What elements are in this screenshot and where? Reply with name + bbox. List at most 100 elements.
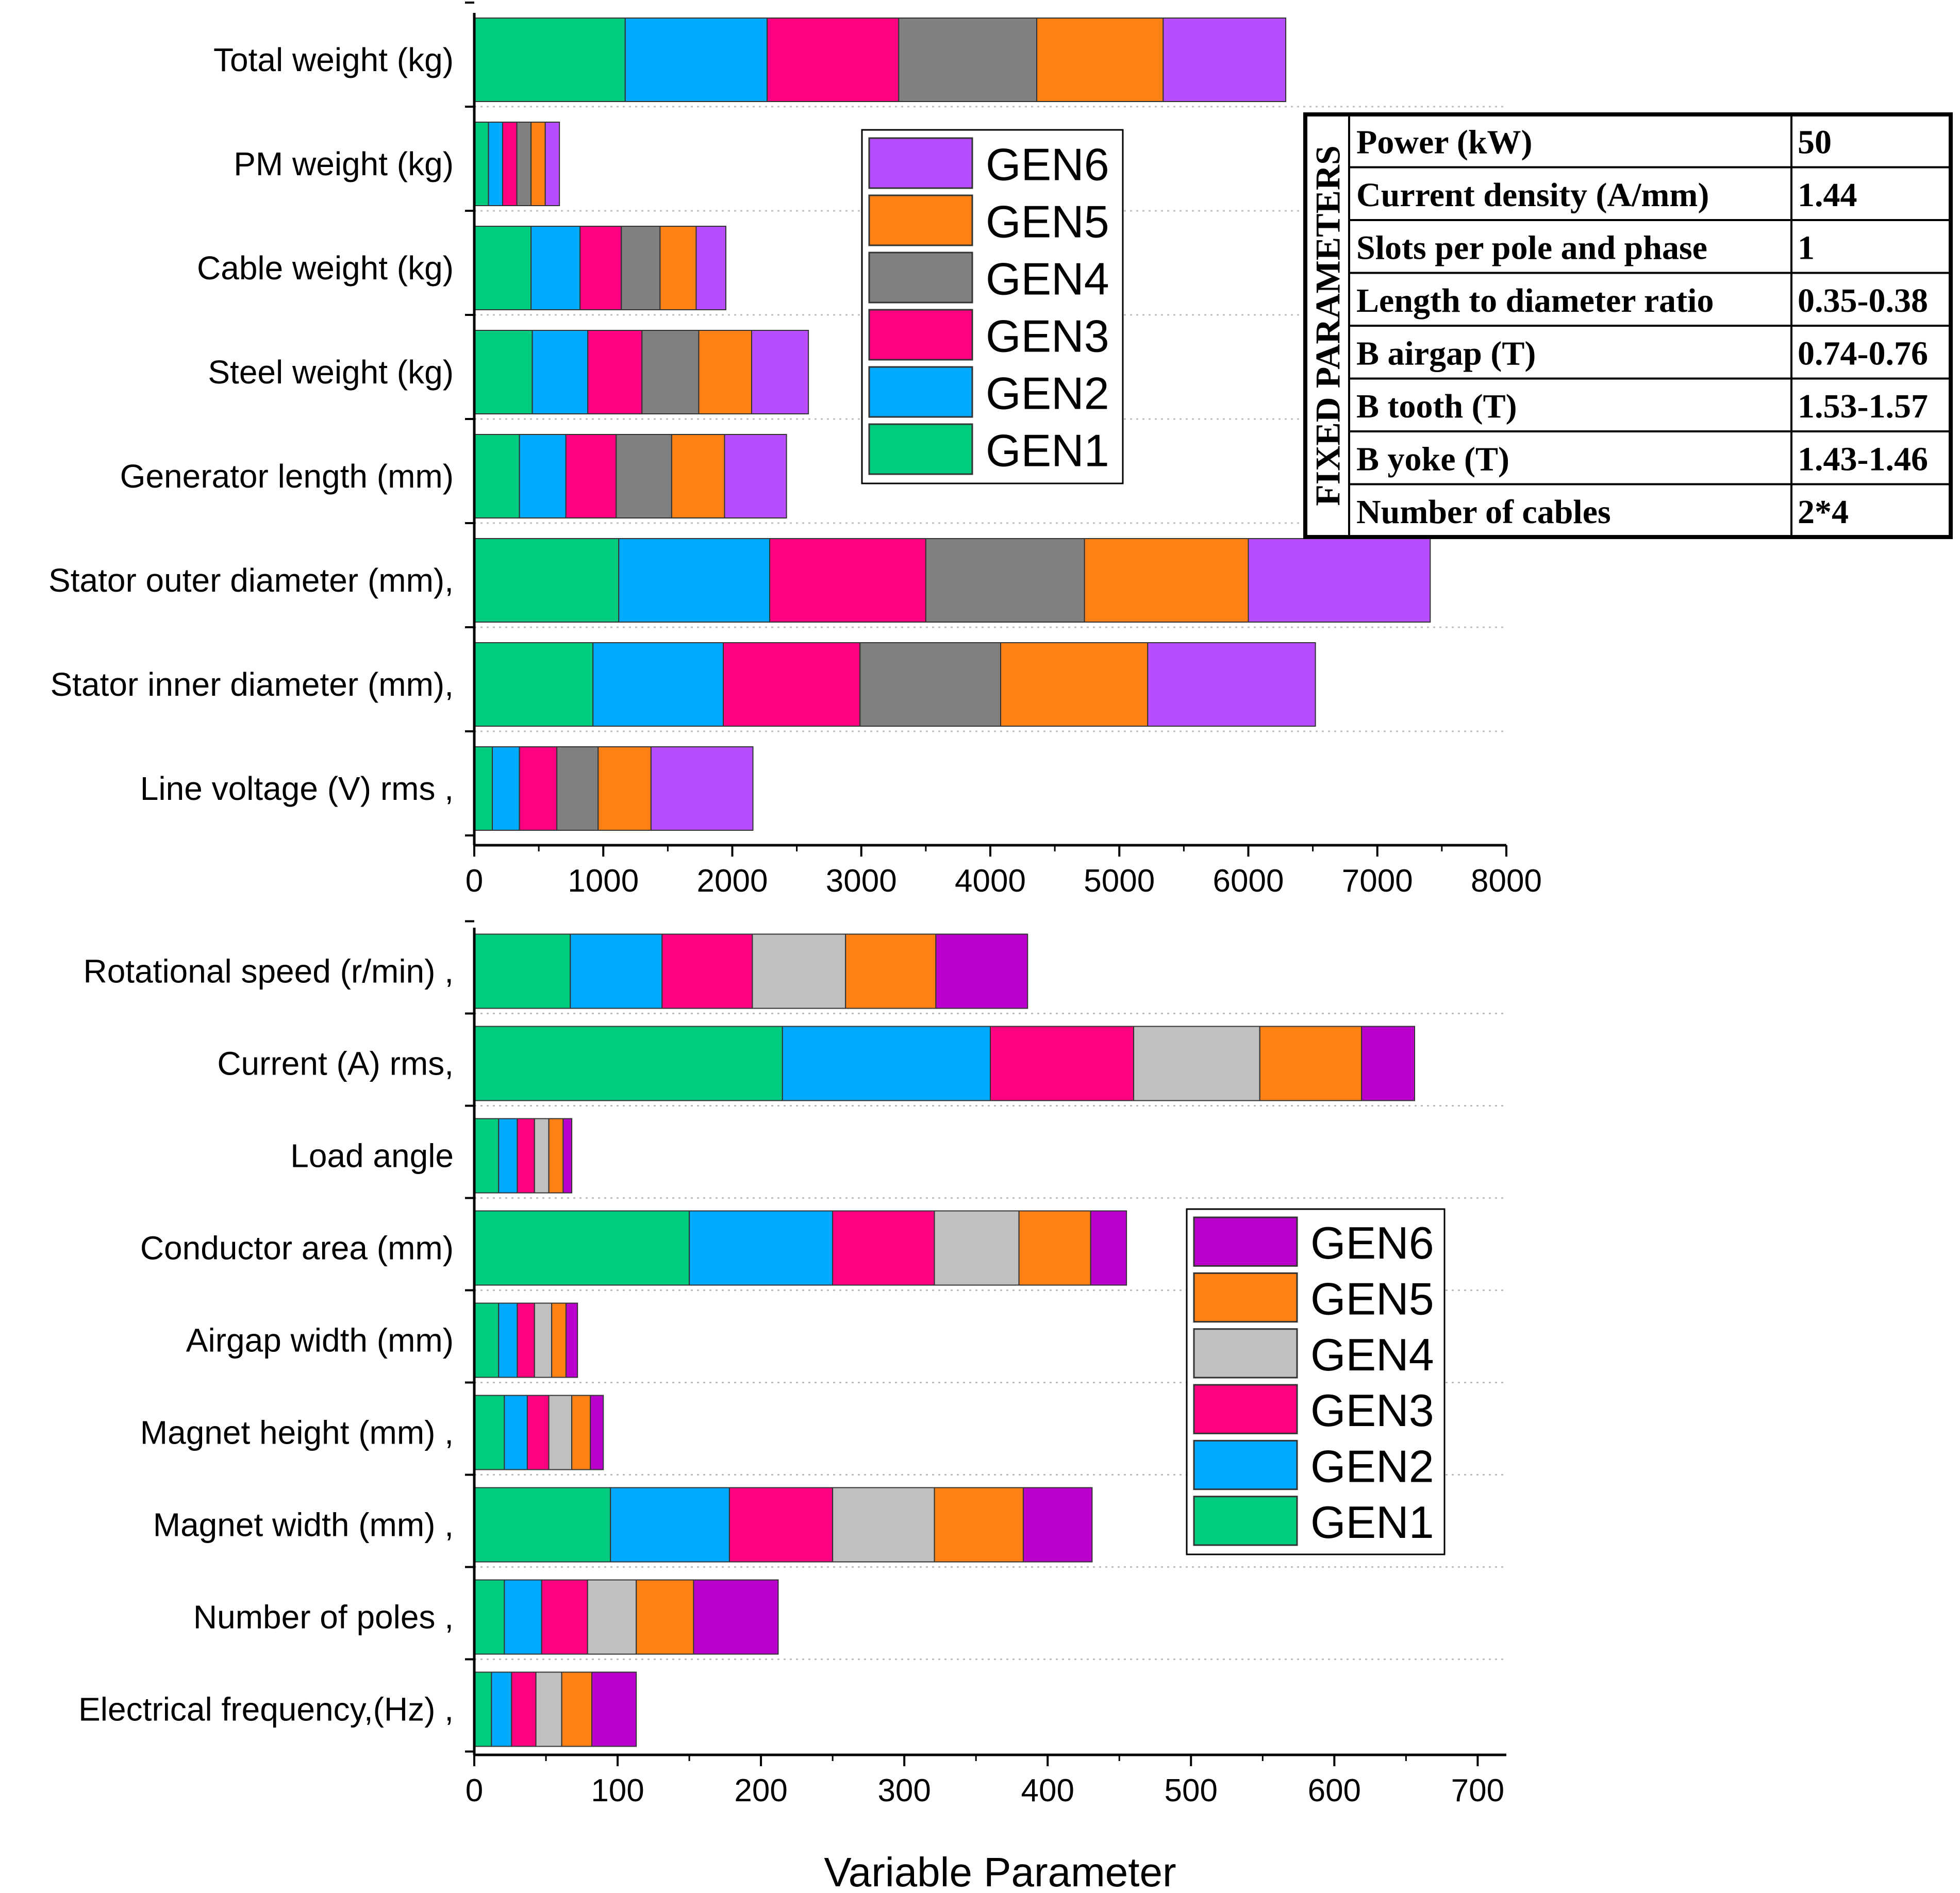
bar-segment-gen3 [517,1118,535,1194]
bar-segment-gen6 [935,933,1028,1009]
bar-segment-gen4 [925,538,1085,623]
bar-segment-gen5 [671,434,725,518]
bar-segment-gen2 [491,1671,512,1747]
legend-label-gen2: GEN2 [986,368,1109,419]
bar-segment-gen4 [534,1118,550,1194]
bar-segment-gen6 [695,226,726,310]
x-tick-label: 0 [466,1773,483,1808]
bar-segment-gen2 [498,1302,518,1378]
bar-segment-gen6 [544,122,560,206]
bar-segment-gen2 [519,434,567,518]
bar-segment-gen1 [474,1026,783,1101]
bar-segment-gen5 [1084,538,1249,623]
bar-segment-gen5 [698,330,753,414]
bar-segment-gen2 [618,538,771,623]
bar-segment-gen6 [724,434,787,518]
bar-segment-gen3 [587,330,643,414]
bar-segment-gen1 [474,1487,611,1563]
x-tick-label: 7000 [1342,863,1413,899]
table-param-value: 50 [1798,123,1832,161]
bar-segment-gen3 [502,122,518,206]
bar-segment-gen1 [474,434,520,518]
bar-segment-gen6 [1361,1026,1416,1101]
bar-segment-gen5 [1018,1210,1091,1286]
category-label: Current (A) rms, [217,1045,454,1082]
legend-swatch-gen5 [868,194,973,246]
bar-segment-gen1 [474,933,571,1009]
bar-segment-gen2 [504,1395,528,1470]
legend-label-gen4: GEN4 [1310,1329,1434,1380]
table-param-name: Power (kW) [1356,123,1533,161]
table-param-name: Number of cables [1356,493,1611,531]
bar-segment-gen2 [570,933,663,1009]
category-label: Load angle [290,1137,454,1175]
table-param-name: Current density (A/mm) [1356,176,1709,214]
table-param-value: 0.35-0.38 [1798,282,1928,320]
legend-layer: GEN6GEN5GEN4GEN3GEN2GEN1GEN6GEN5GEN4GEN3… [861,129,1446,1555]
axes-layer: Total weight (kg) PM weight (kg) Cable wei… [48,2,1542,1893]
x-tick-label: 200 [734,1773,787,1808]
legend-swatch-gen2 [1193,1439,1298,1490]
bar-segment-gen3 [661,933,753,1009]
legend-label-gen6: GEN6 [986,139,1109,190]
table-title: FIXED PARAMETERS [1308,145,1348,506]
bar-segment-gen3 [565,434,617,518]
x-tick-label: 700 [1451,1773,1504,1808]
category-label: Airgap width (mm) [186,1322,454,1359]
bar-segment-gen1 [474,18,626,102]
legend-swatch-gen6 [868,137,973,189]
bar-segment-gen3 [832,1210,935,1286]
category-label: Conductor area (mm) [140,1230,454,1267]
bar-segment-gen4 [556,746,599,831]
bar-segment-gen6 [693,1579,779,1655]
x-tick-label: 8000 [1471,863,1542,899]
bar-segment-gen2 [610,1487,730,1563]
bar-segment-gen2 [498,1118,518,1194]
bar-segment-gen3 [517,1302,535,1378]
bar-segment-gen4 [859,642,1002,727]
bar-segment-gen6 [1090,1210,1127,1286]
bar-segment-gen4 [898,18,1038,102]
category-label: Stator inner diameter (mm), [51,666,454,703]
bar-segment-gen5 [1000,642,1149,727]
x-tick-label: 1000 [568,863,639,899]
bar-segment-gen2 [782,1026,991,1101]
bar-segment-gen5 [659,226,697,310]
bar-segment-gen2 [488,122,504,206]
bar-segment-gen5 [548,1118,564,1194]
bar-segment-gen6 [650,746,754,831]
category-label: Line voltage (V) rms , [140,770,454,807]
bar-segment-gen6 [562,1118,573,1194]
bar-segment-gen3 [990,1026,1135,1101]
bar-segment-gen3 [769,538,926,623]
table-param-value: 1.44 [1798,176,1857,214]
bar-segment-gen5 [571,1395,591,1470]
bar-segment-gen1 [474,538,620,623]
legend-swatch-gen5 [1193,1272,1298,1323]
bar-segment-gen6 [1022,1487,1093,1563]
x-tick-label: 600 [1308,1773,1361,1808]
bar-segment-gen3 [728,1487,834,1563]
legend-label-gen5: GEN5 [1310,1274,1434,1325]
bar-segment-gen4 [1133,1026,1260,1101]
table-param-value: 0.74-0.76 [1798,334,1928,372]
bar-segment-gen1 [474,1395,505,1470]
bar-segment-gen4 [534,1302,553,1378]
x-tick-label: 2000 [697,863,768,899]
bar-segment-gen4 [621,226,661,310]
category-label: Magnet width (mm) , [153,1506,454,1544]
legend-label-gen1: GEN1 [986,425,1109,476]
bar-segment-gen4 [934,1210,1020,1286]
table-param-name: Slots per pole and phase [1356,229,1707,266]
legend-label-gen5: GEN5 [986,196,1109,247]
legend-label-gen4: GEN4 [986,254,1109,305]
bar-segment-gen3 [519,746,558,831]
bar-segment-gen5 [934,1487,1024,1563]
bar-segment-gen4 [752,933,846,1009]
x-tick-label: 4000 [955,863,1026,899]
category-label: Generator length (mm) [120,458,454,495]
legend-label-gen6: GEN6 [1310,1217,1434,1268]
bar-segment-gen2 [492,746,520,831]
category-label: Steel weight (kg) [208,354,454,391]
